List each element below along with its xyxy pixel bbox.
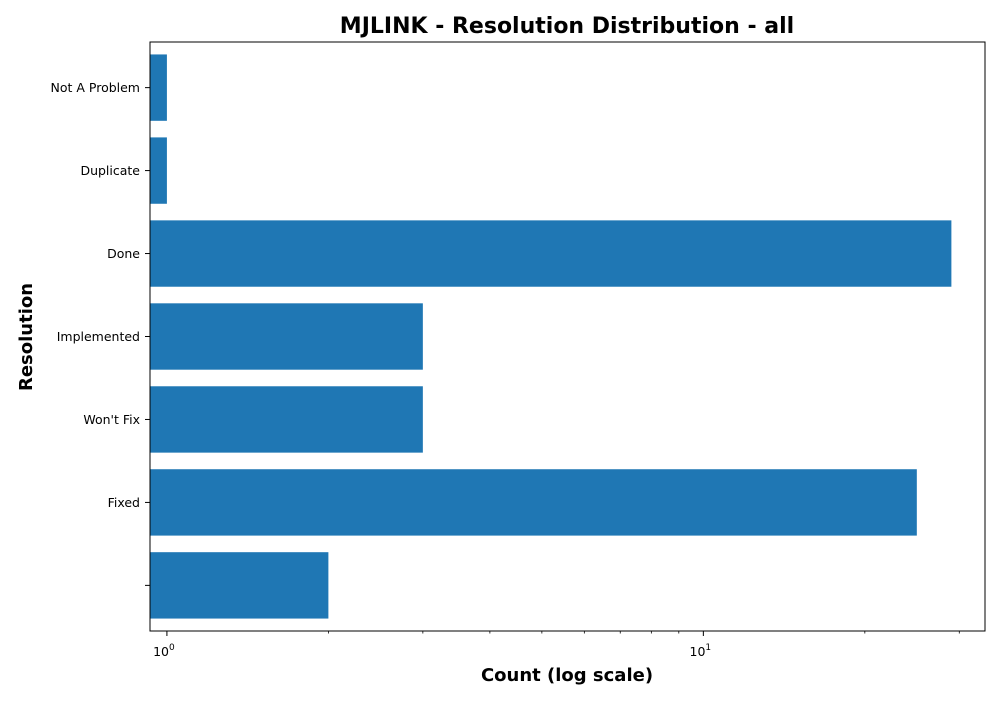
y-tick-label: Won't Fix: [83, 412, 140, 427]
bar: [150, 220, 952, 287]
x-tick-label: 101: [690, 643, 712, 659]
x-tick-exponent: 0: [169, 643, 175, 653]
axes-layer: Fixed Won't Fix Implemented Done Duplicate No…: [50, 41, 986, 659]
bar: [150, 54, 167, 121]
y-axis-label: Resolution: [16, 283, 37, 391]
bar: [150, 386, 423, 453]
y-tick-label: Implemented: [57, 329, 140, 344]
bar: [150, 137, 167, 204]
bars-layer: [150, 54, 952, 619]
bar: [150, 552, 329, 619]
y-tick-label: Done: [107, 246, 140, 261]
y-tick-label: Not A Problem: [50, 80, 140, 95]
x-axis-label: Count (log scale): [481, 665, 653, 686]
y-tick-label: Fixed: [108, 495, 140, 510]
chart-title: MJLINK - Resolution Distribution - all: [340, 14, 794, 39]
x-tick-base: 10: [690, 644, 706, 659]
x-tick-base: 10: [153, 644, 169, 659]
x-tick-label: 100: [153, 643, 175, 659]
x-tick-exponent: 1: [705, 643, 711, 653]
y-tick-label: Duplicate: [80, 163, 140, 178]
bar: [150, 469, 917, 536]
bar: [150, 303, 423, 370]
